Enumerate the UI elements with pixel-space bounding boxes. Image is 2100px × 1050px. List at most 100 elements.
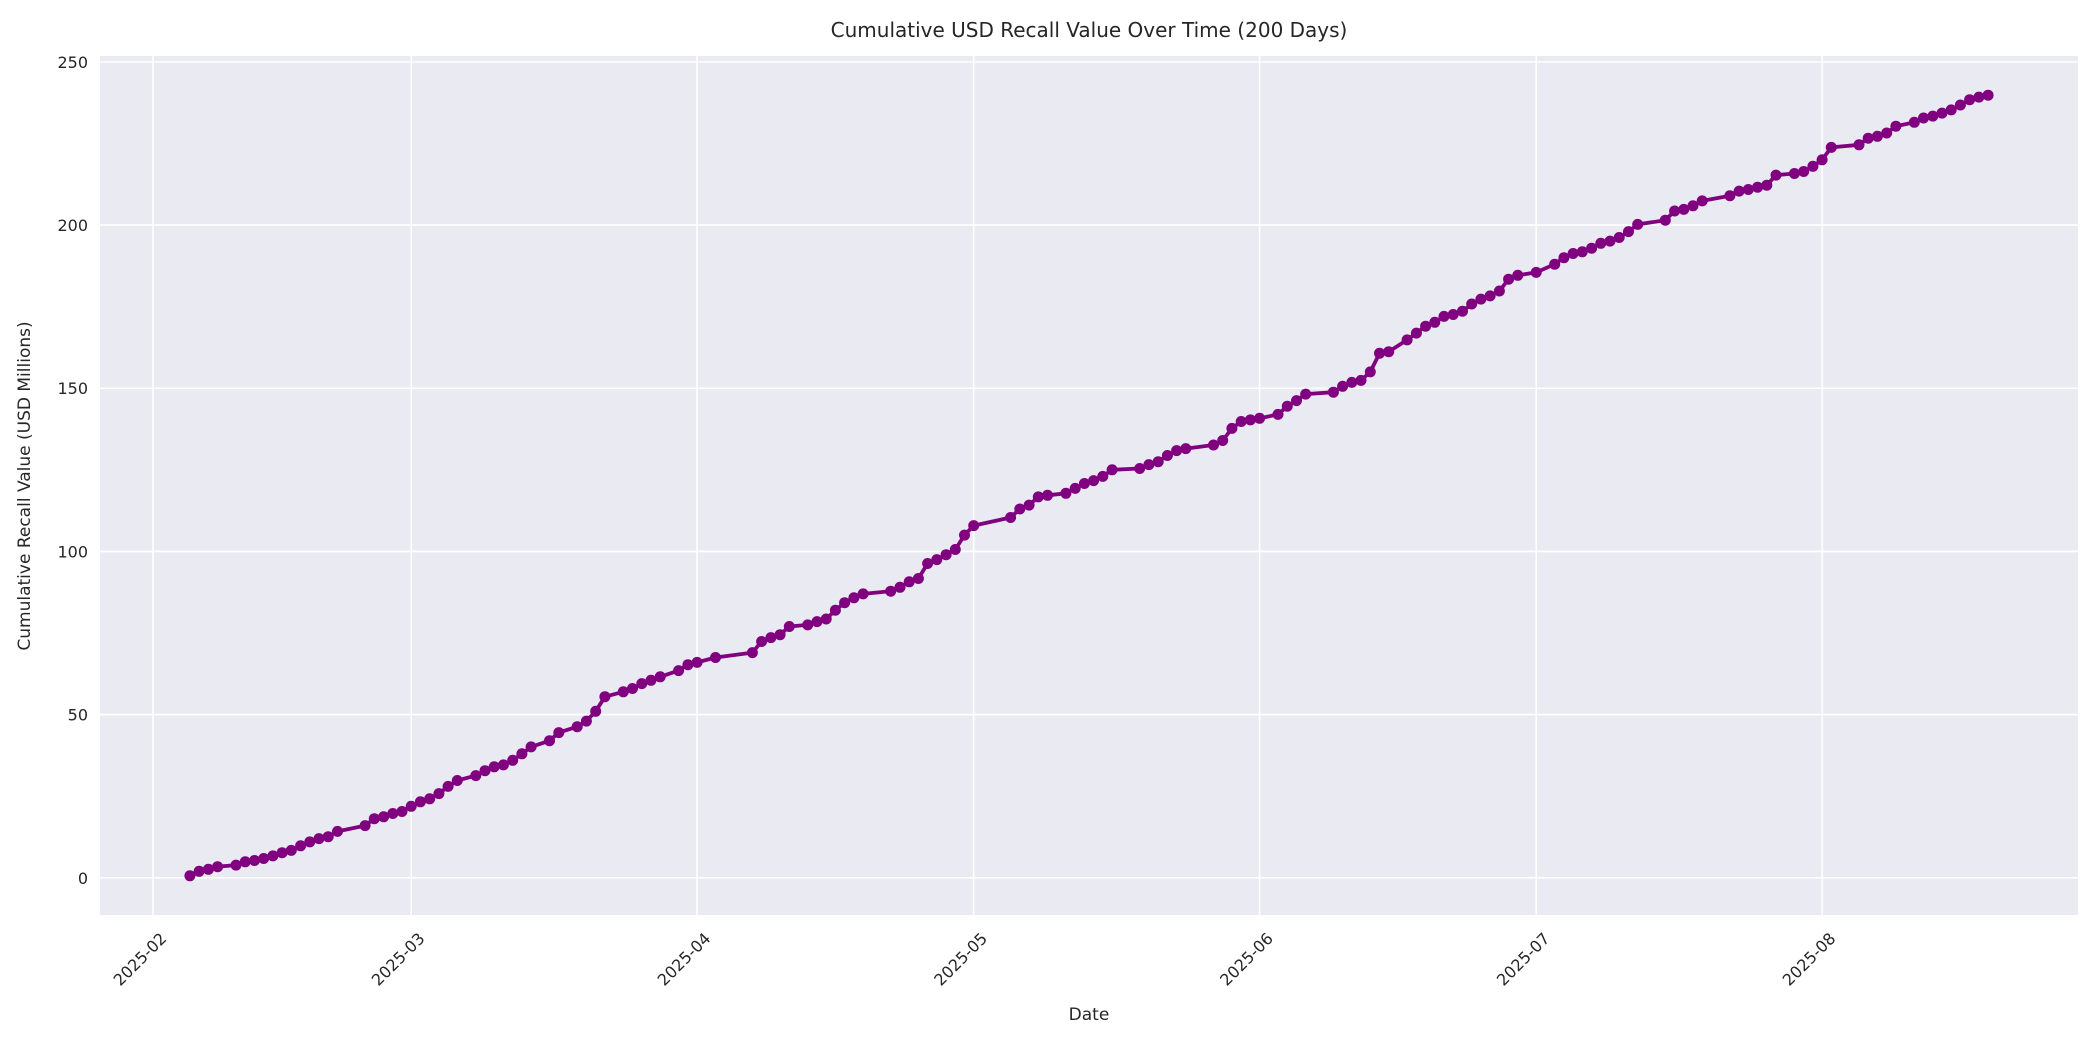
data-point	[903, 576, 915, 588]
data-point	[839, 597, 851, 609]
data-point	[1042, 489, 1053, 501]
data-point	[230, 859, 242, 871]
data-point	[1475, 293, 1487, 305]
data-point	[1023, 499, 1035, 511]
data-point	[1244, 414, 1256, 426]
data-point	[387, 808, 399, 819]
data-point	[1355, 374, 1367, 386]
data-point	[1871, 130, 1883, 142]
data-point	[1890, 120, 1902, 132]
data-point	[1733, 185, 1745, 197]
data-point	[295, 840, 307, 852]
data-point	[497, 759, 509, 771]
data-point	[1337, 380, 1349, 392]
data-point	[1327, 386, 1339, 398]
data-point	[1982, 89, 1994, 101]
data-point	[249, 855, 260, 866]
y-tick-label: 50	[68, 706, 88, 725]
data-point	[488, 761, 500, 773]
data-point	[1724, 190, 1736, 202]
data-point	[1512, 269, 1524, 281]
data-point	[1936, 107, 1948, 119]
data-point	[1669, 205, 1681, 217]
x-axis-label: Date	[1069, 1005, 1110, 1025]
data-point	[1761, 179, 1773, 191]
data-point	[442, 780, 454, 792]
data-point	[1447, 309, 1459, 320]
data-point	[368, 813, 380, 825]
data-point	[931, 554, 943, 566]
data-point	[1613, 232, 1625, 243]
data-point	[1088, 475, 1100, 487]
data-point	[1466, 298, 1478, 310]
data-point	[1595, 237, 1607, 249]
data-point	[1208, 439, 1219, 451]
y-tick-label: 100	[57, 542, 88, 561]
data-point	[1503, 273, 1515, 285]
data-point	[276, 847, 288, 859]
data-point	[1014, 503, 1026, 515]
data-point	[1964, 94, 1976, 106]
data-point	[322, 831, 334, 843]
data-point	[1567, 248, 1579, 259]
data-point	[756, 636, 768, 647]
data-point	[1696, 195, 1708, 207]
data-point	[1752, 181, 1764, 193]
data-point	[1807, 160, 1819, 172]
data-point	[184, 870, 196, 882]
data-point	[571, 721, 583, 733]
data-point	[673, 665, 685, 677]
data-point	[1576, 246, 1588, 258]
data-point	[1530, 266, 1542, 278]
y-tick-label: 150	[57, 379, 88, 398]
data-point	[1171, 445, 1183, 457]
data-point	[202, 863, 214, 875]
data-point	[765, 632, 777, 644]
data-point	[1410, 327, 1422, 339]
data-point	[1798, 166, 1810, 177]
data-point	[1632, 218, 1644, 230]
data-point	[1604, 235, 1616, 247]
data-point	[1659, 214, 1671, 226]
data-point	[1226, 422, 1238, 434]
data-point	[1401, 334, 1413, 346]
data-point	[959, 529, 970, 541]
data-point	[1742, 184, 1754, 195]
y-axis-label: Cumulative Recall Value (USD Millions)	[15, 321, 35, 650]
grid	[100, 56, 2078, 915]
data-point	[1623, 226, 1634, 238]
data-point	[746, 647, 758, 659]
data-point	[516, 748, 528, 760]
data-point	[479, 765, 491, 777]
series-cumulative-recall	[184, 89, 1994, 882]
data-point	[1097, 470, 1109, 482]
data-point	[1586, 242, 1598, 254]
data-point	[1346, 376, 1358, 388]
data-point	[239, 856, 251, 868]
data-point	[682, 659, 694, 671]
data-point	[820, 613, 832, 625]
data-point	[885, 585, 897, 597]
y-tick-label: 0	[78, 869, 88, 888]
chart-title: Cumulative USD Recall Value Over Time (2…	[831, 18, 1348, 42]
data-point	[894, 581, 906, 593]
data-point	[1069, 482, 1081, 494]
data-point	[940, 549, 952, 561]
data-point	[1945, 104, 1957, 116]
y-tick-label: 250	[57, 53, 88, 72]
data-point	[645, 674, 657, 686]
data-point	[507, 754, 519, 766]
data-point	[1152, 456, 1164, 468]
data-point	[1918, 112, 1929, 124]
data-point	[802, 619, 814, 631]
data-point	[691, 656, 703, 668]
data-point	[285, 844, 297, 856]
data-point	[1549, 258, 1561, 270]
data-point	[922, 558, 934, 569]
data-point	[968, 520, 980, 532]
data-point	[1908, 116, 1920, 128]
data-point	[1364, 366, 1376, 378]
data-point	[829, 604, 841, 616]
data-point	[912, 573, 924, 584]
